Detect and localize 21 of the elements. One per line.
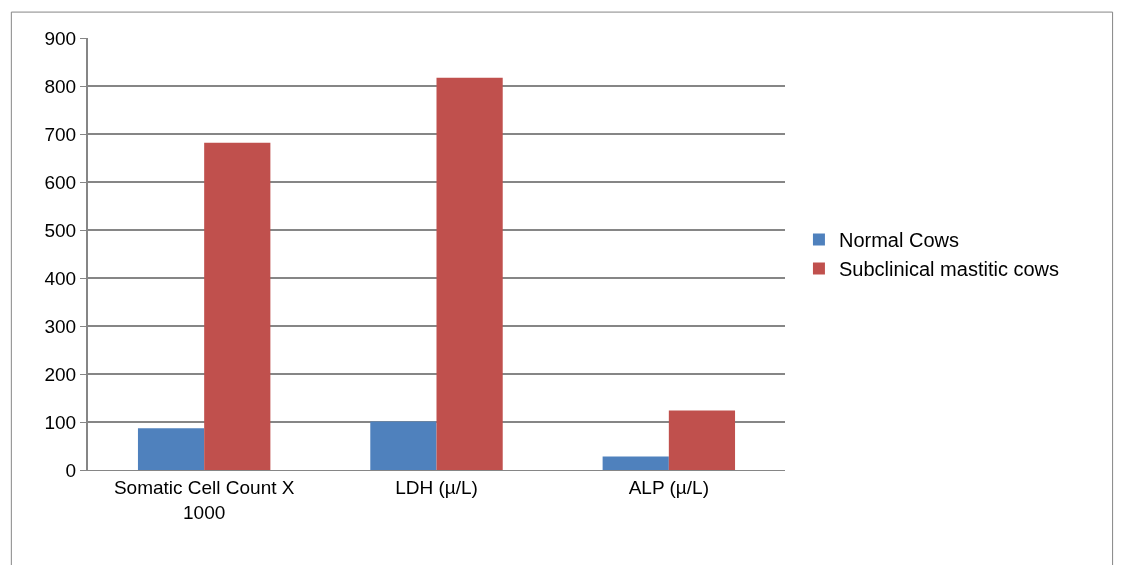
bar (204, 142, 271, 470)
y-tick-label: 800 (44, 75, 77, 97)
y-tick-label: 900 (44, 27, 77, 49)
x-tick-label: ALP (µ/L) (628, 476, 709, 498)
y-tick-label: 400 (44, 267, 77, 289)
y-tick-label: 700 (44, 123, 77, 145)
legend-label: Normal Cows (838, 229, 959, 252)
bar (436, 77, 503, 470)
y-tick-label: 200 (44, 363, 77, 385)
bar (668, 410, 736, 470)
y-tick-label: 100 (44, 411, 77, 433)
y-tick-label: 600 (44, 171, 77, 193)
y-tick-label: 500 (44, 219, 77, 241)
bar (602, 456, 669, 470)
y-tick-label: 0 (65, 459, 77, 481)
x-tick-label: LDH (µ/L) (395, 476, 478, 498)
bar (370, 421, 437, 470)
x-tick-label: Somatic Cell Count X 1000 (113, 476, 295, 523)
bar (137, 428, 205, 470)
legend-label: Subclinical mastitic cows (838, 258, 1060, 281)
y-tick-label: 300 (44, 315, 77, 337)
